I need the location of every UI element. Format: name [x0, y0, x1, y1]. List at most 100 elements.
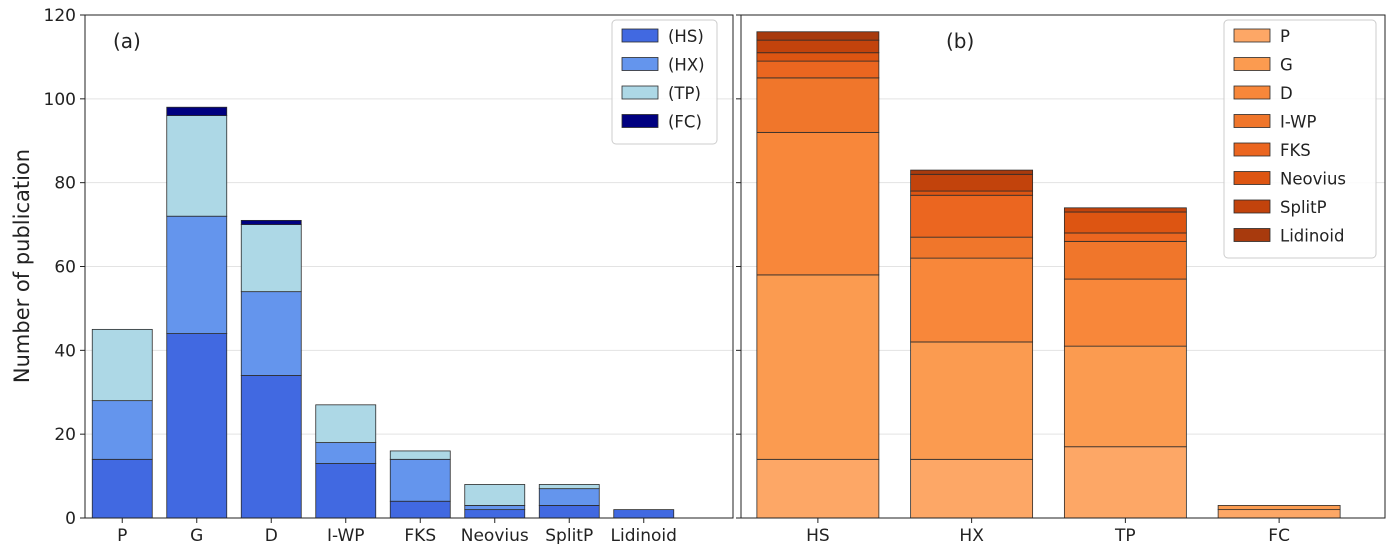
legend-label: FKS — [1280, 141, 1311, 160]
bar-segment — [756, 274, 880, 460]
bar-segment — [1063, 232, 1187, 242]
x-tick-label: G — [190, 526, 203, 544]
axes-frame — [84, 14, 734, 519]
bar-segment — [756, 39, 880, 54]
legend-swatch — [621, 85, 659, 100]
bar-segment — [389, 450, 451, 460]
legend-swatch — [1233, 228, 1271, 242]
x-tick-label: TP — [1114, 526, 1136, 544]
bar-segment — [910, 341, 1034, 460]
x-tick-label: SplitP — [545, 526, 593, 544]
y-tick-label: 100 — [44, 90, 76, 110]
bar-segment — [166, 115, 228, 217]
bar-segment — [91, 328, 153, 402]
y-tick-label: 80 — [54, 174, 76, 194]
bar-segment — [240, 224, 302, 293]
panel-label: (b) — [946, 29, 974, 53]
x-tick-label: Lidinoid — [611, 526, 677, 544]
legend-label: G — [1280, 56, 1293, 75]
bar-segment — [389, 458, 451, 502]
bar-segment — [315, 404, 377, 443]
axes-frame — [740, 14, 1386, 519]
bar-segment — [613, 509, 675, 519]
bar-segment — [240, 291, 302, 376]
legend-box — [611, 19, 718, 145]
legend-label: (HS) — [668, 27, 704, 46]
bar-segment — [315, 463, 377, 519]
bar-segment — [538, 505, 600, 519]
bar-segment — [756, 60, 880, 79]
legend-label: Neovius — [1280, 170, 1346, 189]
bar-segment — [166, 333, 228, 519]
bar-segment — [910, 169, 1034, 175]
legend-swatch — [621, 57, 659, 71]
x-tick-label: I-WP — [327, 526, 365, 544]
panel-label: (a) — [113, 29, 141, 53]
legend-label: Lidinoid — [1280, 227, 1344, 246]
bar-segment — [756, 31, 880, 41]
bar-segment — [389, 500, 451, 519]
legend-swatch — [1233, 114, 1271, 128]
legend: (HS) (HX) (TP) (FC) — [611, 19, 718, 145]
bar-segment — [166, 215, 228, 334]
panel-b: HS HX TP FC (b) PGD I-WP FKS Neovius SplitP Lidino… — [736, 14, 1386, 544]
bar-segment — [315, 442, 377, 464]
bar-segment — [240, 375, 302, 519]
bar-segment — [756, 77, 880, 133]
bar-segment — [910, 257, 1034, 343]
y-tick-label: 120 — [44, 6, 76, 26]
bar-segment — [910, 190, 1034, 196]
bar-segment — [538, 484, 600, 490]
legend-label: D — [1280, 84, 1293, 103]
x-tick-label: HX — [959, 526, 984, 544]
bar-segment — [1063, 240, 1187, 280]
bar-segment — [1063, 207, 1187, 213]
legend: PGD I-WP FKS Neovius SplitP Lidinoid — [1223, 19, 1377, 259]
legend-label: I-WP — [1280, 113, 1316, 132]
legend-swatch — [621, 28, 659, 43]
legend-swatch — [1233, 57, 1271, 71]
legend-box — [1223, 19, 1377, 259]
y-tick-label: 40 — [54, 341, 76, 361]
legend-swatch — [1233, 28, 1271, 43]
bar-segment — [1063, 345, 1187, 448]
legend-swatch — [1233, 199, 1271, 214]
bar-segment — [910, 173, 1034, 192]
bar-segment — [1063, 278, 1187, 347]
bar-segment — [464, 484, 526, 506]
bar-segment — [166, 106, 228, 117]
y-axis-label: Number of publication — [10, 149, 34, 383]
x-tick-label: Neovius — [461, 526, 529, 544]
bar-segment — [910, 236, 1034, 259]
bar-segment — [91, 458, 153, 519]
legend-label: (FC) — [668, 113, 702, 132]
bar-segment — [910, 194, 1034, 238]
bar-segment — [1217, 509, 1341, 519]
bar-segment — [91, 400, 153, 460]
legend-label: SplitP — [1280, 198, 1327, 217]
bar-segment — [240, 219, 302, 225]
bar-segment — [464, 505, 526, 511]
legend-label: (HX) — [668, 56, 705, 75]
x-tick-label: D — [265, 526, 278, 544]
bar-segment — [756, 131, 880, 276]
x-tick-label: FKS — [404, 526, 436, 544]
bar-segment — [1063, 446, 1187, 519]
legend-swatch — [1233, 171, 1271, 185]
y-tick-label: 60 — [54, 258, 76, 278]
bar-segment — [756, 52, 880, 62]
y-tick-label: 20 — [54, 425, 76, 445]
bar-segment — [464, 509, 526, 519]
panel-a: 0 20 40 60 80 100 120 P G D I-WP FKS Neovius SplitP Li… — [44, 6, 734, 544]
legend-swatch — [1233, 142, 1271, 157]
x-tick-label: P — [117, 526, 127, 544]
y-tick-label: 0 — [65, 509, 76, 529]
legend-swatch — [1233, 85, 1271, 100]
bar-segment — [756, 458, 880, 519]
legend-swatch — [621, 114, 659, 128]
bar-segment — [538, 488, 600, 506]
x-tick-label: FC — [1268, 526, 1290, 544]
bar-segment — [910, 458, 1034, 519]
bar-segment — [1217, 505, 1341, 511]
